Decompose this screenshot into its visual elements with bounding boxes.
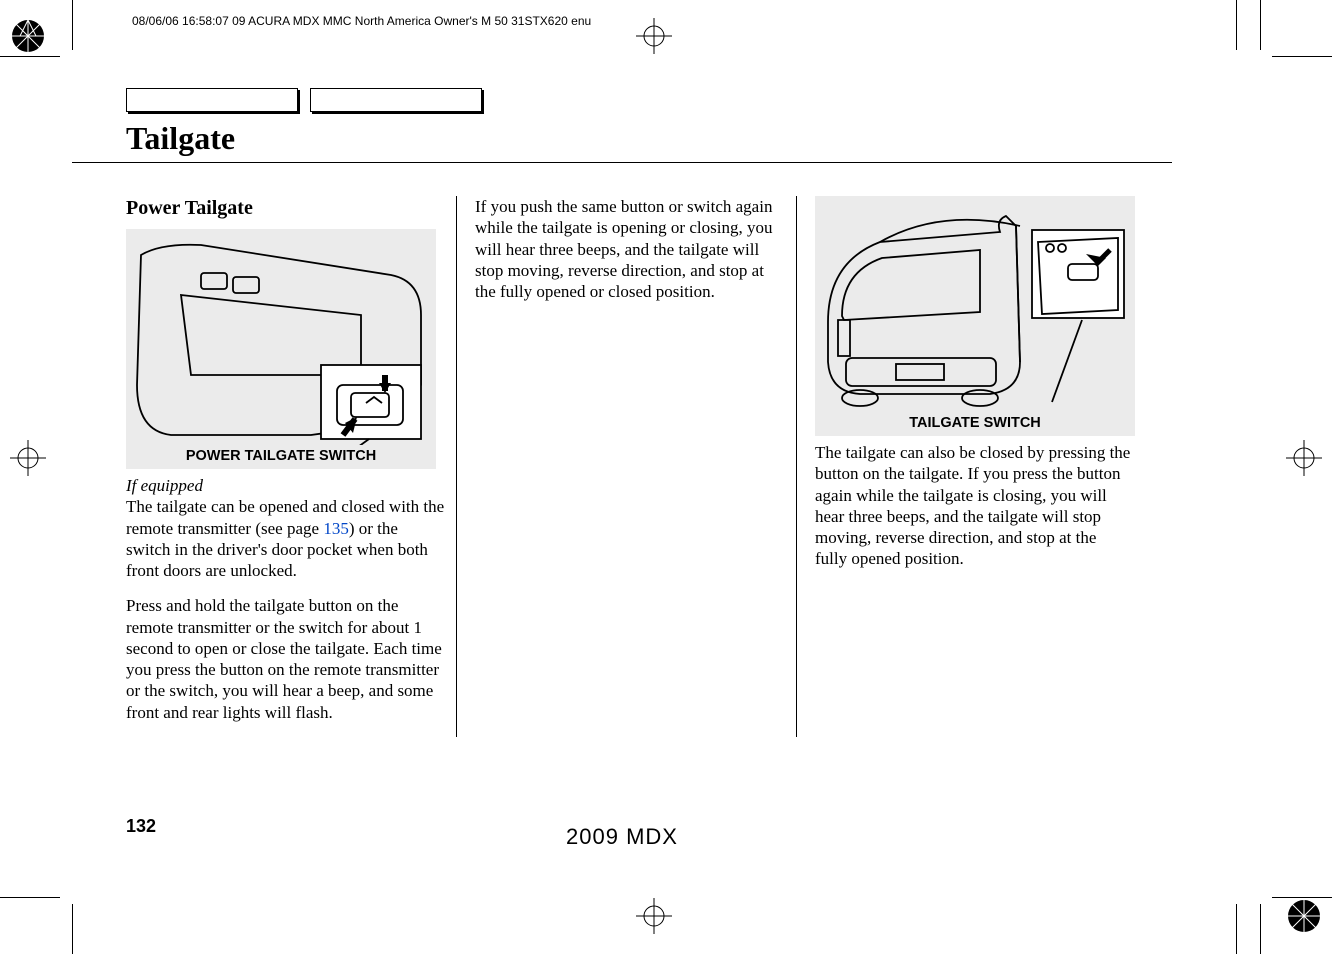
column-1: Power Tailgate <box>126 196 456 737</box>
subheading-power-tailgate: Power Tailgate <box>126 196 446 221</box>
figure-label: TAILGATE SWITCH <box>815 414 1135 432</box>
placeholder-boxes <box>126 88 482 112</box>
figure-label: POWER TAILGATE SWITCH <box>126 447 436 465</box>
body-paragraph: Press and hold the tailgate button on th… <box>126 595 446 723</box>
body-columns: Power Tailgate <box>126 196 1142 737</box>
if-equipped-note: If equipped <box>126 475 446 496</box>
crop-mark <box>1272 56 1332 57</box>
placeholder-box <box>310 88 482 112</box>
reg-cross-left <box>10 440 46 476</box>
reg-cross-right <box>1286 440 1322 476</box>
column-3: TAILGATE SWITCH The tailgate can also be… <box>796 196 1142 737</box>
reg-mark-top-left <box>10 18 46 54</box>
placeholder-box <box>126 88 298 112</box>
footer-model-year: 2009 MDX <box>72 824 1172 850</box>
page-content: 08/06/06 16:58:07 09 ACURA MDX MMC North… <box>72 14 1260 920</box>
reg-mark-bottom-right <box>1286 898 1322 934</box>
column-2: If you push the same button or switch ag… <box>456 196 796 737</box>
body-paragraph: The tailgate can also be closed by press… <box>815 442 1132 570</box>
crop-mark <box>1260 0 1261 50</box>
crop-mark <box>1260 904 1261 954</box>
figure-power-tailgate-switch: POWER TAILGATE SWITCH <box>126 229 436 469</box>
section-title: Tailgate <box>126 120 235 157</box>
print-header: 08/06/06 16:58:07 09 ACURA MDX MMC North… <box>132 14 591 28</box>
body-paragraph: If you push the same button or switch ag… <box>475 196 786 302</box>
page-reference-link[interactable]: 135 <box>323 519 349 538</box>
crop-mark <box>0 56 60 57</box>
crop-mark <box>1272 897 1332 898</box>
figure-tailgate-switch: TAILGATE SWITCH <box>815 196 1135 436</box>
crop-mark <box>0 897 60 898</box>
body-paragraph: The tailgate can be opened and closed wi… <box>126 496 446 581</box>
horizontal-rule <box>72 162 1172 163</box>
